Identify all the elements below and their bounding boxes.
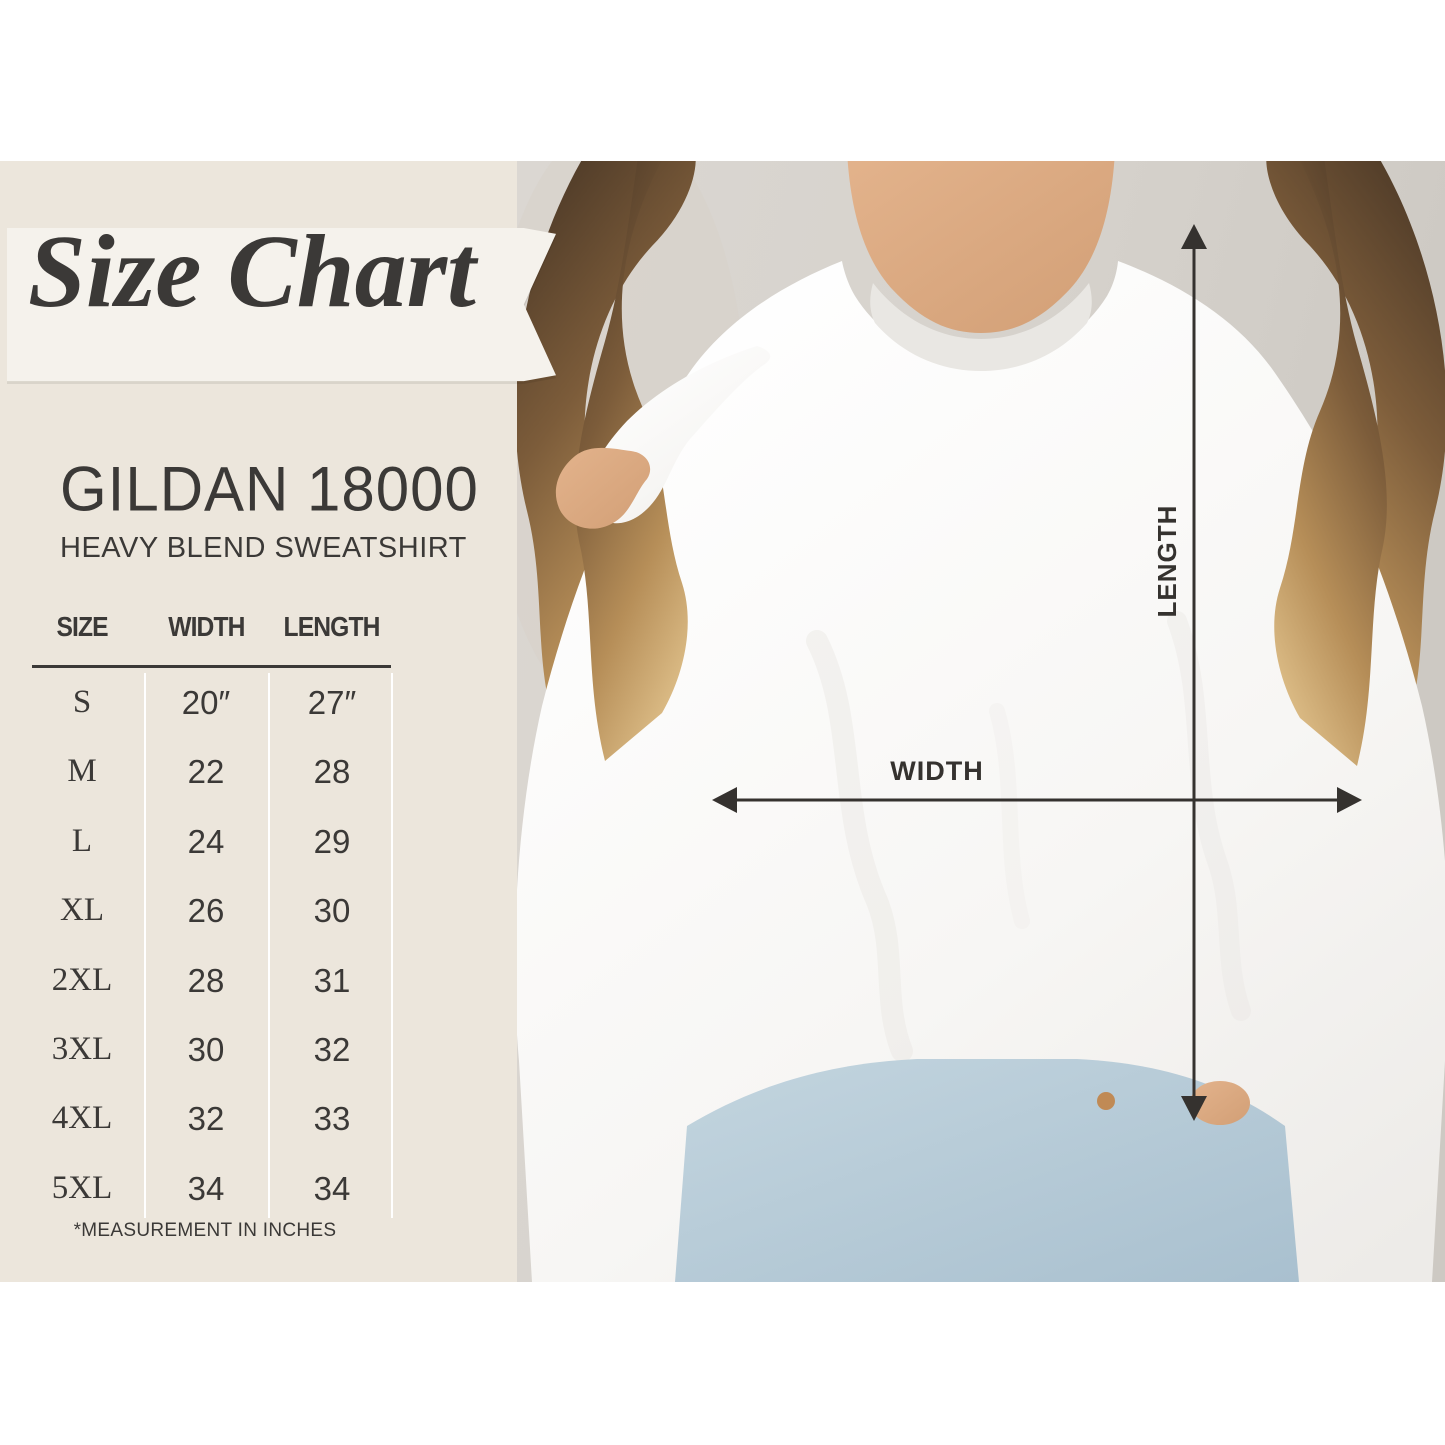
svg-text:LENGTH: LENGTH [1152, 505, 1182, 618]
svg-text:WIDTH: WIDTH [890, 756, 983, 786]
